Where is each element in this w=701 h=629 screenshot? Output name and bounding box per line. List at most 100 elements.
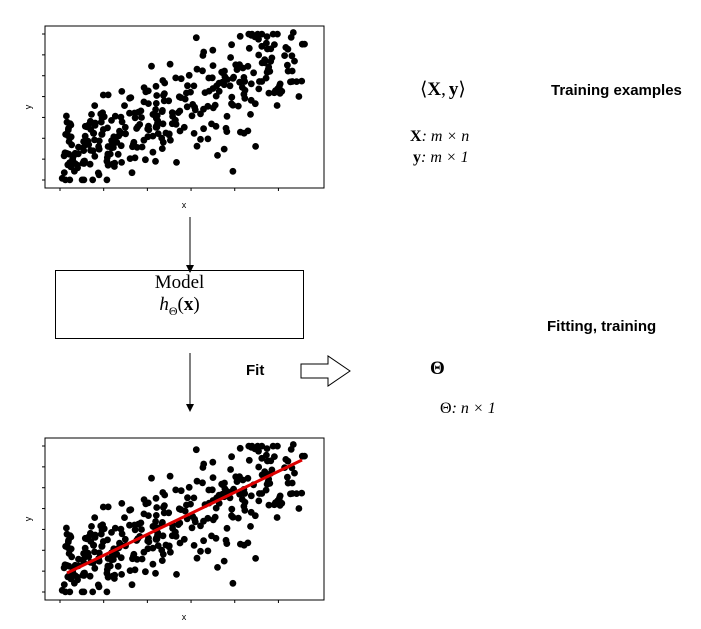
scatter-point [267, 58, 275, 65]
regression-fit-line [66, 458, 303, 575]
scatter-point [180, 535, 188, 543]
scatter-point [153, 534, 160, 542]
scatter-point [114, 150, 122, 158]
scatter-point [177, 487, 185, 495]
scatter-point [245, 44, 253, 52]
scatter-point [185, 71, 193, 79]
scatter-point [214, 152, 221, 159]
scatter-point [117, 142, 125, 150]
scatter-point [58, 174, 66, 182]
scatter-point [63, 150, 71, 157]
scatter-point [85, 533, 93, 541]
fitting-training-label: Fitting, training [547, 318, 657, 335]
scatter-point [204, 135, 212, 143]
scatter-point [91, 152, 99, 160]
scatter-point [284, 61, 291, 69]
scatter-point [298, 489, 306, 497]
scatter-point [197, 547, 204, 555]
scatter-point [65, 550, 73, 557]
scatter-point [85, 121, 93, 129]
scatter-point [236, 32, 244, 40]
scatter-point [241, 506, 249, 514]
scatter-point [172, 74, 180, 82]
scatter-point [298, 452, 306, 460]
scatter-point [221, 485, 229, 493]
scatter-point [88, 111, 95, 118]
scatter-point [140, 136, 148, 144]
scatter-point [104, 503, 112, 511]
scatter-point [258, 30, 266, 38]
scatter-point [245, 30, 253, 38]
scatter-point [75, 143, 82, 151]
scatter-point [81, 553, 89, 561]
scatter-point [63, 524, 70, 532]
scatter-point [142, 500, 150, 508]
scatter-point [63, 562, 71, 569]
scatter-point [108, 556, 115, 564]
scatter-point [204, 514, 212, 522]
scatter-point [126, 521, 133, 529]
scatter-point [160, 509, 168, 517]
scatter-point [149, 544, 157, 552]
scatter-point [149, 132, 157, 140]
y-axis-label: y [23, 516, 33, 521]
scatter-point [209, 104, 217, 112]
scatter-point [204, 547, 212, 555]
scatter-point [81, 141, 89, 149]
scatter-point [148, 62, 155, 70]
scatter-point [165, 542, 173, 550]
scatter-point [269, 442, 277, 450]
scatter-point [288, 479, 296, 487]
scatter-point [108, 144, 115, 152]
scatter-point [81, 544, 89, 552]
scatter-point [140, 98, 148, 106]
scatter-point [111, 112, 119, 120]
scatter-point [188, 524, 196, 532]
scatter-point [149, 560, 157, 568]
scatter-point [158, 557, 166, 564]
scatter-point [227, 466, 235, 473]
scatter-point [250, 69, 257, 77]
scatter-point [240, 541, 248, 549]
scatter-point [228, 505, 236, 513]
scatter-point [160, 97, 168, 105]
scatter-point [128, 169, 136, 177]
scatter-point [118, 118, 126, 126]
scatter-point [177, 94, 185, 101]
scatter-point [226, 82, 234, 90]
scatter-point [95, 549, 103, 557]
scatter-point [258, 442, 266, 450]
model-title: Model [154, 272, 205, 293]
scatter-point [121, 514, 128, 521]
scatter-point [137, 107, 145, 115]
scatter-point [241, 94, 249, 102]
scatter-point [258, 490, 266, 497]
scatter-point [95, 137, 103, 145]
scatter-point [240, 129, 248, 137]
scatter-point [131, 154, 139, 162]
scatter-point [89, 176, 97, 184]
scatter-point [276, 492, 284, 500]
scatter-point [161, 491, 169, 499]
scatter-point [62, 543, 69, 550]
scatter-point [110, 133, 118, 141]
scatter-point [159, 138, 167, 146]
scatter-point [239, 476, 247, 484]
scatter-point [184, 494, 191, 502]
training-examples-label: Training examples [551, 82, 682, 99]
scatter-point [197, 110, 204, 118]
scatter-point [98, 526, 106, 534]
scatter-point [200, 537, 208, 545]
scatter-point [291, 469, 298, 477]
scatter-point [232, 61, 240, 69]
scatter-point [99, 538, 107, 545]
scatter-point [255, 497, 263, 505]
scatter-point [209, 458, 217, 466]
scatter-point [223, 128, 231, 136]
scatter-point [168, 532, 176, 540]
scatter-point [63, 112, 70, 120]
scatter-point [159, 120, 167, 128]
